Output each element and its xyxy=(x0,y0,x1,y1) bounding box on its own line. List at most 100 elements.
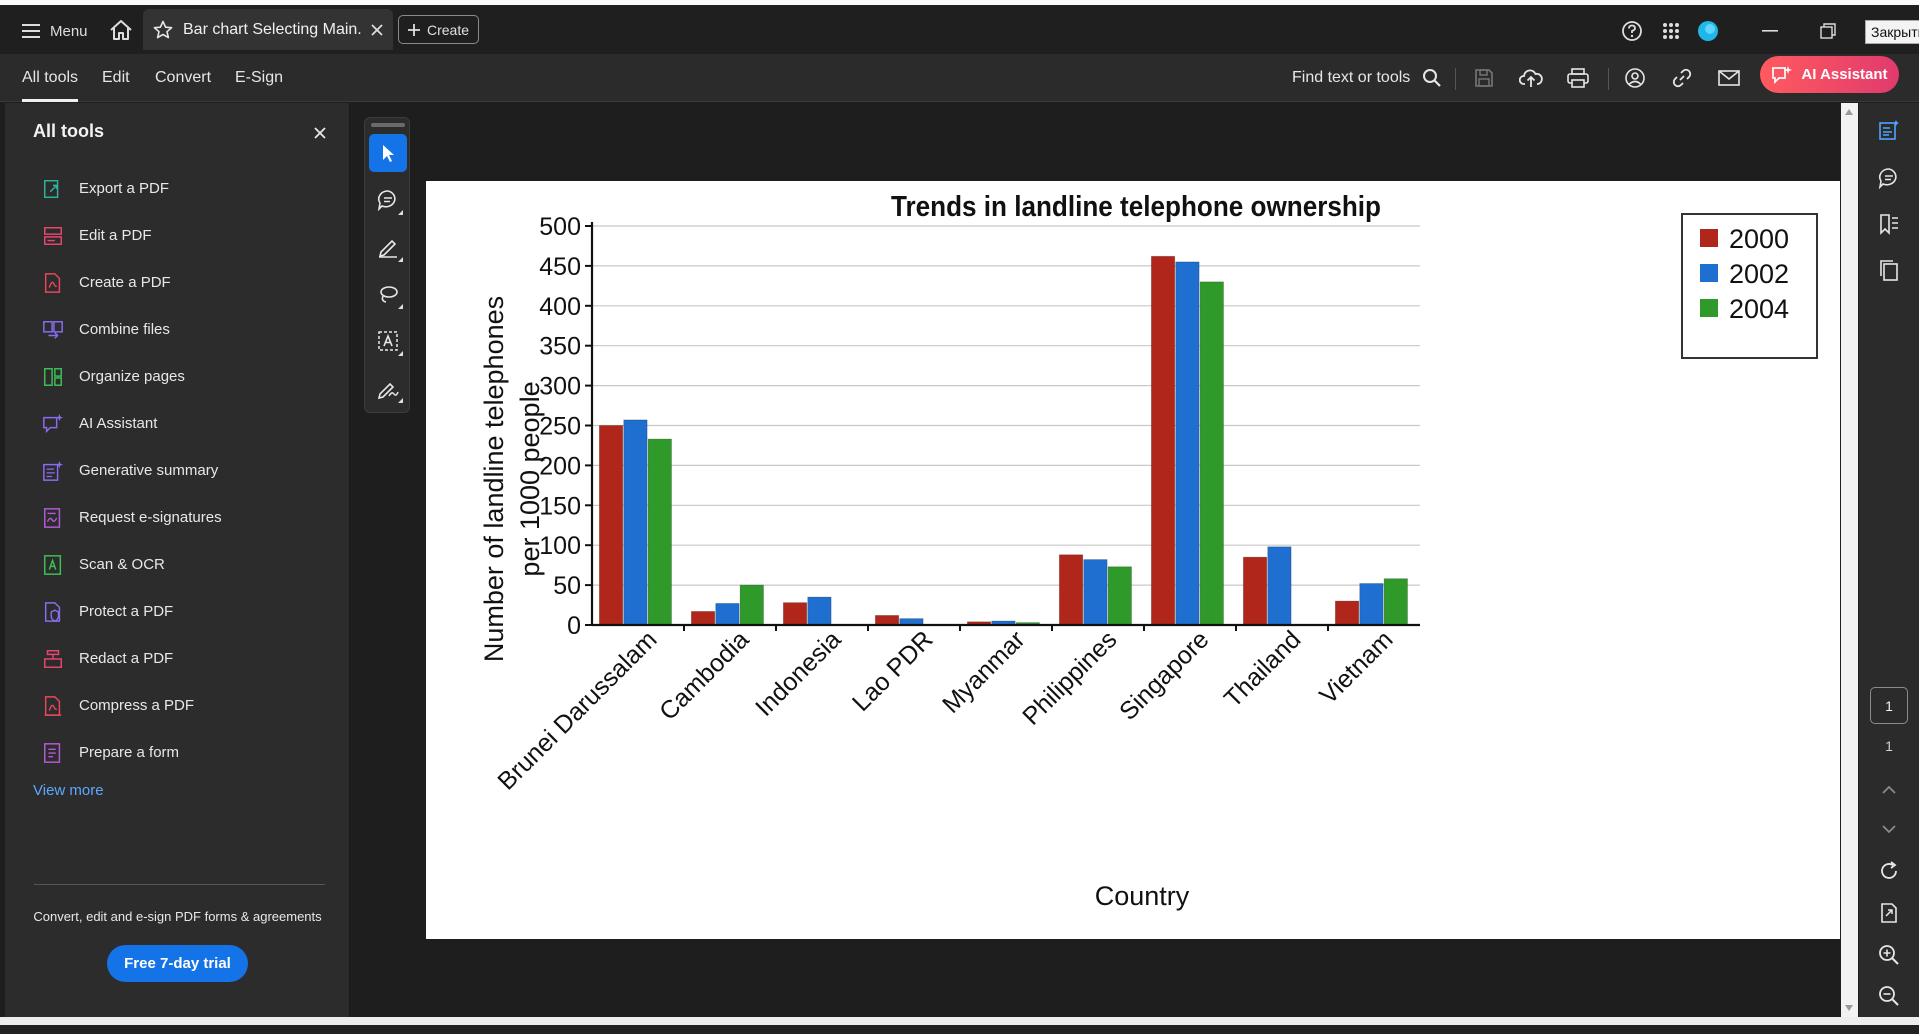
tab-esign[interactable]: E-Sign xyxy=(235,69,284,86)
pages-icon xyxy=(1880,260,1898,281)
lasso-icon xyxy=(380,286,398,303)
tool-item-compress-a-pdf[interactable]: Compress a PDF xyxy=(41,682,331,729)
y-tick-label: 350 xyxy=(539,333,581,361)
email-button[interactable] xyxy=(1714,63,1744,93)
scroll-up-arrow[interactable] xyxy=(1845,109,1853,115)
minimize-button[interactable] xyxy=(1755,16,1785,46)
tool-item-protect-a-pdf[interactable]: Protect a PDF xyxy=(41,588,331,635)
legend-label: 2002 xyxy=(1729,259,1789,289)
tool-item-request-e-signatures[interactable]: Request e-signatures xyxy=(41,494,331,541)
tab-convert[interactable]: Convert xyxy=(155,69,212,86)
select-tool-button[interactable] xyxy=(369,134,407,172)
compress-pdf-icon xyxy=(41,694,65,718)
tab-all-tools[interactable]: All tools xyxy=(22,54,79,102)
main-toolbar: All tools Edit Convert E-Sign Find text … xyxy=(0,54,1919,102)
zoom-in-icon xyxy=(1879,945,1899,965)
tab-edit[interactable]: Edit xyxy=(102,69,130,86)
tool-item-scan-ocr[interactable]: Scan & OCR xyxy=(41,541,331,588)
bookmarks-button[interactable] xyxy=(1874,209,1904,239)
close-panel-button[interactable] xyxy=(309,122,331,144)
x-tick-label: Lao PDR xyxy=(847,625,939,717)
share-user-button[interactable] xyxy=(1620,63,1650,93)
close-tab-icon[interactable] xyxy=(371,23,383,36)
bar-2002 xyxy=(1175,261,1200,626)
comment-tool-button[interactable] xyxy=(369,181,407,219)
tool-item-prepare-a-form[interactable]: Prepare a form xyxy=(41,729,331,776)
rotate-button[interactable] xyxy=(1874,856,1904,886)
tool-item-export-a-pdf[interactable]: Export a PDF xyxy=(41,165,331,212)
x-axis-label: Country xyxy=(1095,881,1190,911)
y-tick-label: 0 xyxy=(567,612,581,640)
y-tick-label: 50 xyxy=(553,572,581,600)
help-icon xyxy=(1622,21,1642,41)
star-icon[interactable] xyxy=(153,20,173,40)
tool-item-create-a-pdf[interactable]: Create a PDF xyxy=(41,259,331,306)
tool-item-edit-a-pdf[interactable]: Edit a PDF xyxy=(41,212,331,259)
scroll-down-arrow[interactable] xyxy=(1845,1005,1853,1011)
tool-item-combine-files[interactable]: Combine files xyxy=(41,306,331,353)
bar-2000 xyxy=(1058,554,1084,626)
previous-page-button[interactable] xyxy=(1874,775,1904,805)
apps-grid-icon xyxy=(1663,23,1679,39)
page-thumbnails-button[interactable] xyxy=(1874,255,1904,285)
upload-cloud-button[interactable] xyxy=(1516,63,1546,93)
bar-2000 xyxy=(782,602,808,626)
search-icon xyxy=(1423,69,1442,87)
generative-summary-button[interactable] xyxy=(1874,115,1904,145)
help-button[interactable] xyxy=(1617,16,1647,46)
free-trial-button[interactable]: Free 7-day trial xyxy=(107,945,248,982)
y-axis-label-line-2: per 1000 people xyxy=(515,381,545,576)
comments-pane-button[interactable] xyxy=(1874,163,1904,193)
edit-pdf-icon xyxy=(41,224,65,248)
create-button[interactable]: Create xyxy=(398,15,479,44)
menu-button[interactable]: Menu xyxy=(22,16,88,46)
tool-item-generative-summary[interactable]: Generative summary xyxy=(41,447,331,494)
bar-2002 xyxy=(1267,546,1292,626)
sign-tool-button[interactable] xyxy=(369,369,407,407)
mail-icon xyxy=(1718,70,1740,86)
cursor-icon xyxy=(383,145,394,162)
tool-item-label: Generative summary xyxy=(79,462,219,479)
share-user-icon xyxy=(1625,68,1645,88)
ai-assistant-button[interactable]: AI Assistant xyxy=(1760,56,1899,93)
ai-assistant-icon xyxy=(1772,65,1793,84)
zoom-in-button[interactable] xyxy=(1874,940,1904,970)
copy-link-button[interactable] xyxy=(1667,63,1697,93)
tool-item-ai-assistant[interactable]: AI Assistant xyxy=(41,400,331,447)
protect-pdf-icon xyxy=(41,600,65,624)
next-page-button[interactable] xyxy=(1874,814,1904,844)
text-box-tool-button[interactable] xyxy=(369,322,407,360)
highlight-tool-button[interactable] xyxy=(369,228,407,266)
legend-label: 2004 xyxy=(1729,294,1789,324)
current-page-input[interactable]: 1 xyxy=(1870,687,1908,724)
find-label: Find text or tools xyxy=(1292,69,1411,86)
avatar-icon xyxy=(1698,21,1718,41)
profile-avatar[interactable] xyxy=(1693,16,1723,46)
tool-item-redact-a-pdf[interactable]: Redact a PDF xyxy=(41,635,331,682)
promo-text: Convert, edit and e-sign PDF forms & agr… xyxy=(33,909,322,924)
save-button[interactable] xyxy=(1469,63,1499,93)
comments-icon xyxy=(1878,168,1897,189)
draw-tool-button[interactable] xyxy=(369,275,407,313)
bookmark-icon xyxy=(1880,214,1898,235)
home-button[interactable] xyxy=(106,14,136,46)
tool-item-label: Export a PDF xyxy=(79,180,170,197)
drag-handle[interactable] xyxy=(371,123,405,127)
print-button[interactable] xyxy=(1563,63,1593,93)
find-tools-button[interactable]: Find text or tools xyxy=(1292,54,1442,102)
vertical-scrollbar[interactable] xyxy=(1841,103,1858,1017)
bar-2000 xyxy=(598,425,624,626)
close-tooltip: Закрыть xyxy=(1865,20,1919,44)
zoom-out-button[interactable] xyxy=(1874,981,1904,1011)
bar-2000 xyxy=(690,611,716,626)
title-bar: Menu Bar chart Selecting Main... Create xyxy=(0,0,1919,54)
tool-item-organize-pages[interactable]: Organize pages xyxy=(41,353,331,400)
apps-button[interactable] xyxy=(1656,16,1686,46)
bar-2000 xyxy=(874,615,900,626)
generative-summary-icon xyxy=(41,459,65,483)
view-more-link[interactable]: View more xyxy=(33,782,104,799)
bar-2004 xyxy=(1383,578,1408,626)
document-tab[interactable]: Bar chart Selecting Main... xyxy=(143,9,393,50)
extract-page-button[interactable] xyxy=(1874,898,1904,928)
restore-button[interactable] xyxy=(1813,16,1843,46)
